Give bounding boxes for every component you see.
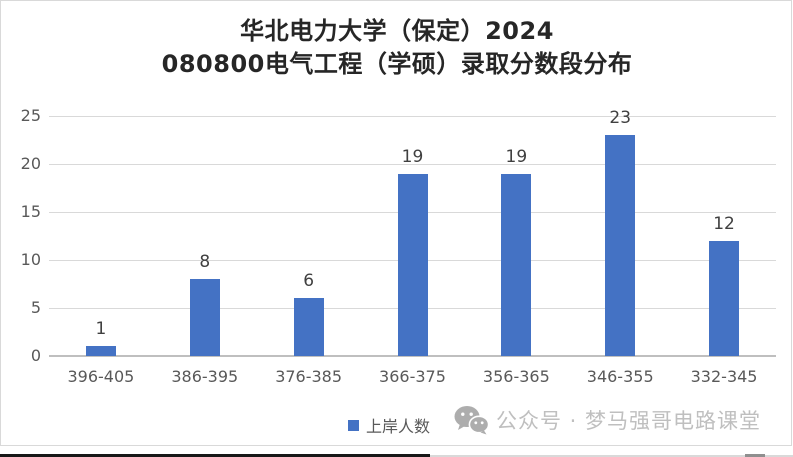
x-tick-label: 396-405 (67, 367, 135, 386)
y-tick-label: 0 (30, 346, 41, 365)
value-label: 19 (505, 146, 528, 167)
legend-label: 上岸人数 (366, 417, 431, 436)
plot-area: 0 5 10 15 20 25 1 8 6 19 19 23 12 (21, 106, 776, 365)
value-label: 12 (713, 213, 735, 234)
chart-title-line2: 080800电气工程（学硕）录取分数段分布 (161, 50, 633, 78)
x-tick-label: 332-345 (690, 367, 758, 386)
y-tick-label: 20 (20, 154, 41, 173)
watermark-text: 公众号 · 梦马强哥电路课堂 (496, 409, 762, 433)
y-tick-label: 15 (20, 202, 41, 221)
bar (709, 240, 740, 356)
value-label: 19 (401, 146, 424, 167)
bar (501, 173, 532, 356)
wechat-icon (454, 406, 488, 435)
y-tick-label: 10 (20, 250, 41, 269)
chart-title: 华北电力大学（保定）2024 080800电气工程（学硕）录取分数段分布 (1, 15, 793, 81)
x-tick-label: 386-395 (171, 367, 239, 386)
legend-swatch (348, 419, 359, 431)
bar (189, 279, 220, 356)
bar (605, 135, 636, 356)
x-tick-label: 356-365 (482, 367, 550, 386)
bar (85, 346, 116, 356)
gridline (49, 164, 776, 165)
y-tick-label: 25 (20, 106, 41, 125)
bottom-edge-line-black (0, 454, 430, 457)
bar (293, 298, 324, 356)
bottom-edge-line-dark (745, 454, 765, 457)
legend: 上岸人数 (348, 413, 430, 437)
x-tick-label: 376-385 (275, 367, 343, 386)
x-tick-label: 366-375 (379, 367, 446, 386)
bar (397, 173, 428, 356)
x-axis-line (49, 355, 776, 357)
watermark: 公众号 · 梦马强哥电路课堂 (454, 405, 761, 435)
value-label: 1 (95, 319, 107, 340)
chart-title-line1: 华北电力大学（保定）2024 (240, 17, 554, 45)
value-label: 23 (609, 108, 632, 129)
x-tick-label: 346-355 (586, 367, 654, 386)
y-tick-label: 5 (30, 298, 41, 317)
value-label: 8 (199, 252, 211, 273)
value-label: 6 (303, 271, 315, 292)
chart-frame: 华北电力大学（保定）2024 080800电气工程（学硕）录取分数段分布 0 5 1… (0, 0, 792, 446)
gridline (49, 116, 776, 117)
